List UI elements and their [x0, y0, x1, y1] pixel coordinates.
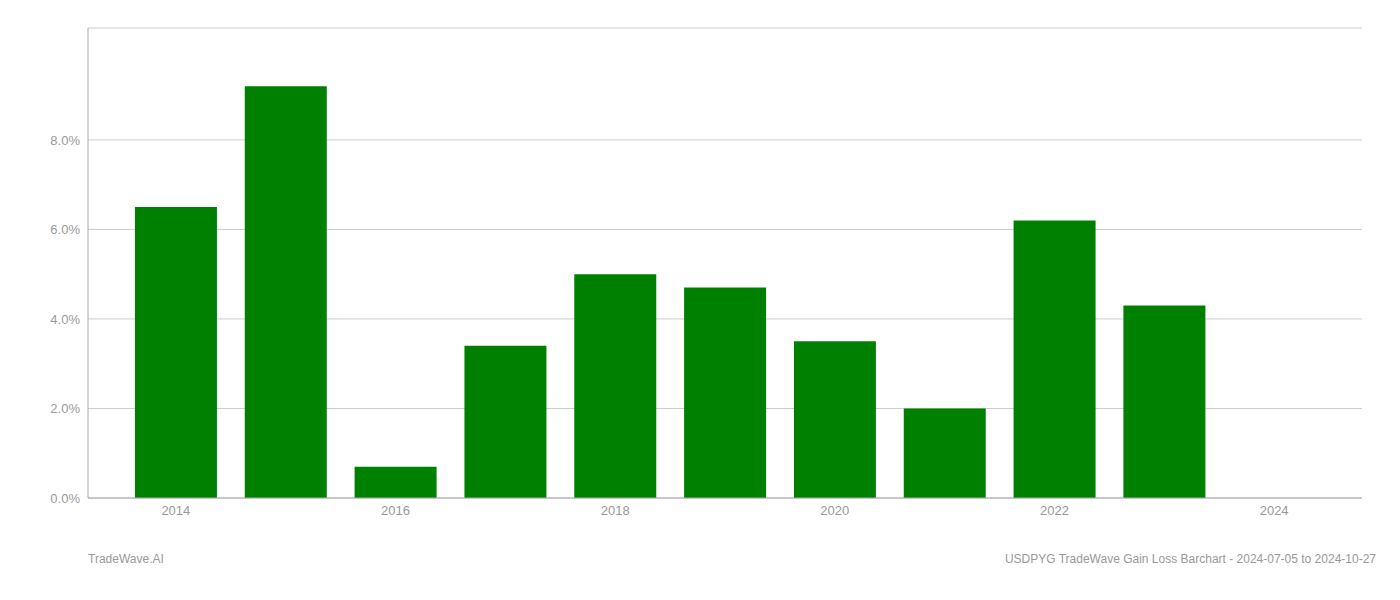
svg-text:4.0%: 4.0%: [50, 312, 80, 327]
svg-text:0.0%: 0.0%: [50, 491, 80, 506]
svg-text:2014: 2014: [161, 503, 190, 518]
svg-text:2.0%: 2.0%: [50, 401, 80, 416]
html-text:TradeWave.AI: TradeWave.AI: [88, 552, 164, 566]
svg-text:2016: 2016: [381, 503, 410, 518]
svg-text:6.0%: 6.0%: [50, 222, 80, 237]
svg-text:2020: 2020: [820, 503, 849, 518]
svg-text:2022: 2022: [1040, 503, 1069, 518]
html-text:USDPYG TradeWave Gain Loss Bar: USDPYG TradeWave Gain Loss Barchart - 20…: [1004, 552, 1376, 566]
svg-text:2024: 2024: [1260, 503, 1289, 518]
svg-text:2018: 2018: [601, 503, 630, 518]
svg-text:8.0%: 8.0%: [50, 133, 80, 148]
